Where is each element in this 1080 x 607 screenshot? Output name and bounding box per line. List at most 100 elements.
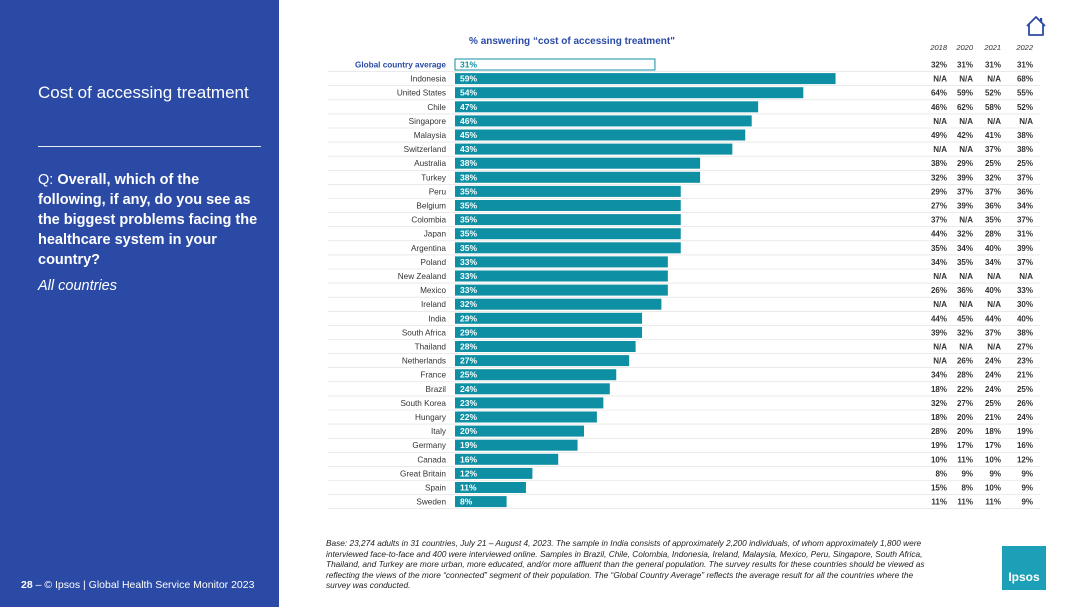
table-cell: 44%	[931, 314, 947, 323]
table-cell: 11%	[985, 498, 1001, 507]
table-cell: 8%	[961, 484, 973, 493]
home-icon[interactable]	[1024, 14, 1048, 38]
table-cell: 34%	[957, 244, 973, 253]
table-cell: 15%	[931, 484, 947, 493]
bar-value-label: 46%	[460, 116, 477, 126]
bar	[455, 256, 668, 268]
category-label: France	[421, 371, 447, 380]
table-cell: 29%	[931, 187, 947, 196]
category-label: Japan	[424, 230, 447, 239]
bar-average	[454, 58, 656, 71]
bar-value-label: 25%	[460, 370, 477, 380]
table-cell: N/A	[987, 75, 1001, 84]
bar-value-label: 28%	[460, 342, 477, 352]
chart-title: % answering “cost of accessing treatment…	[469, 36, 675, 47]
table-cell: N/A	[933, 343, 947, 352]
table-cell: 9%	[1021, 484, 1033, 493]
table-cell: 26%	[1017, 399, 1033, 408]
bar	[455, 228, 681, 240]
table-cell: 27%	[931, 202, 947, 211]
bar-value-label: 38%	[460, 158, 477, 168]
bar	[455, 73, 836, 85]
bar-value-label: 8%	[460, 497, 473, 507]
table-cell: 64%	[931, 89, 947, 98]
bar-value-label: 33%	[460, 257, 477, 267]
table-cell: N/A	[933, 357, 947, 366]
table-cell: 26%	[957, 357, 973, 366]
bar-value-label: 33%	[460, 271, 477, 281]
table-cell: 42%	[957, 131, 973, 140]
category-label: Ireland	[421, 300, 446, 309]
table-cell: 37%	[957, 187, 973, 196]
table-cell: 34%	[1017, 202, 1033, 211]
bar	[455, 270, 668, 282]
category-label: South Africa	[402, 328, 447, 337]
table-cell: 18%	[985, 427, 1001, 436]
question-bold: Overall, which of the following, if any,…	[38, 172, 258, 268]
table-cell: 44%	[985, 314, 1001, 323]
table-cell: 32%	[957, 230, 973, 239]
table-cell: N/A	[933, 272, 947, 281]
bar	[455, 467, 533, 479]
category-label: Belgium	[416, 202, 446, 211]
bar	[455, 214, 681, 226]
table-cell: N/A	[959, 343, 973, 352]
table-cell: N/A	[933, 145, 947, 154]
bar	[455, 312, 643, 324]
category-label: Canada	[417, 455, 446, 464]
page-number: 28	[21, 579, 33, 591]
table-cell: 28%	[931, 427, 947, 436]
bar-value-label: 31%	[460, 60, 477, 70]
bar-value-label: 16%	[460, 454, 477, 464]
bar	[455, 242, 681, 254]
category-label: India	[428, 314, 446, 323]
bar	[455, 397, 604, 409]
category-label: United States	[397, 89, 446, 98]
category-label: Spain	[425, 484, 446, 493]
table-cell: 35%	[931, 244, 947, 253]
bar	[455, 326, 643, 338]
category-label: Switzerland	[404, 145, 447, 154]
table-cell: N/A	[933, 117, 947, 126]
bar	[455, 482, 526, 493]
table-cell: N/A	[1019, 272, 1033, 281]
category-label: Netherlands	[402, 357, 446, 366]
bar-value-label: 35%	[460, 243, 477, 253]
table-cell: 11%	[957, 498, 973, 507]
bar	[455, 453, 559, 465]
category-label: Hungary	[415, 413, 447, 422]
bar-value-label: 24%	[460, 384, 477, 394]
table-cell: 46%	[931, 103, 947, 112]
category-label: Germany	[412, 441, 447, 450]
bar-value-label: 12%	[460, 468, 477, 478]
table-cell: 38%	[931, 159, 947, 168]
category-label: Malaysia	[414, 131, 447, 140]
divider	[38, 146, 261, 147]
table-cell: N/A	[959, 300, 973, 309]
table-cell: 45%	[957, 314, 973, 323]
bar-value-label: 54%	[460, 88, 477, 98]
table-cell: 37%	[985, 187, 1001, 196]
bar	[455, 298, 662, 310]
bar-value-label: 35%	[460, 215, 477, 225]
table-cell: 40%	[985, 244, 1001, 253]
table-cell: 21%	[1017, 371, 1033, 380]
bar-value-label: 35%	[460, 201, 477, 211]
category-label: South Korea	[400, 399, 446, 408]
table-cell: 40%	[985, 286, 1001, 295]
table-cell: N/A	[959, 216, 973, 225]
table-cell: 31%	[1017, 61, 1033, 70]
table-cell: 9%	[1021, 498, 1033, 507]
bar-value-label: 23%	[460, 398, 477, 408]
table-cell: 37%	[985, 328, 1001, 337]
bar	[455, 185, 681, 197]
table-cell: 52%	[1017, 103, 1033, 112]
table-cell: 25%	[1017, 159, 1033, 168]
table-cell: 18%	[931, 413, 947, 422]
category-label: Chile	[427, 103, 446, 112]
category-label: Great Britain	[400, 469, 446, 478]
logo-text: Ipsos	[1008, 570, 1040, 584]
table-cell: 37%	[985, 145, 1001, 154]
table-cell: 37%	[931, 216, 947, 225]
bar-value-label: 22%	[460, 412, 477, 422]
